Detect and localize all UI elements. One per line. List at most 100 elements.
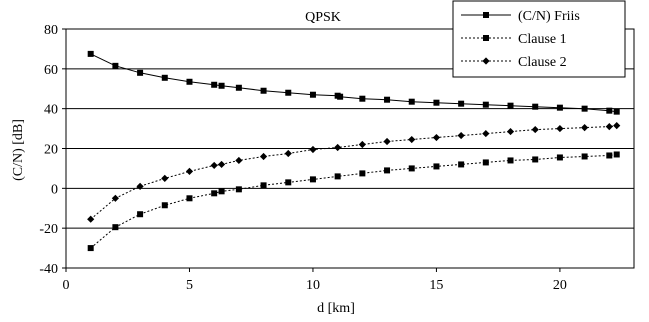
series-0-point-0 (87, 50, 94, 57)
series-0-point-19 (507, 102, 514, 109)
gridlines (66, 68, 634, 229)
legend-label-1: Clause 1 (518, 32, 567, 47)
legend-entry-2: Clause 2 (461, 55, 567, 70)
series-0-point-6 (218, 82, 225, 89)
series-0-point-21 (556, 104, 563, 111)
legend-entries: (C/N) Friis Clause 1 Clause 2 (461, 9, 580, 70)
series-2-point-7 (235, 156, 243, 165)
series-0-point-18 (482, 101, 489, 108)
series-1-point-17 (482, 159, 489, 166)
y-tick-label-0: -40 (39, 262, 58, 277)
series-0-point-16 (433, 99, 440, 106)
y-ticks: -40 -20 0 20 40 60 80 (39, 23, 66, 277)
series-2-point-18 (506, 127, 515, 136)
x-tick-label-3: 15 (429, 278, 443, 293)
series-2-point-12 (358, 140, 366, 149)
series-1-point-22 (606, 152, 613, 159)
series-2-point-0 (87, 215, 95, 223)
series-1-line (90, 154, 617, 249)
x-ticks: 0 5 10 15 20 (63, 268, 567, 293)
series-0-point-5 (211, 81, 218, 88)
series-0-point-23 (606, 107, 613, 114)
series-1-point-19 (532, 156, 539, 163)
series-0-point-2 (137, 69, 144, 76)
series-1-point-21 (581, 153, 588, 160)
y-tick-label-2: 0 (51, 182, 58, 197)
y-tick-label-5: 60 (44, 63, 58, 78)
y-tick-label-1: -20 (39, 222, 58, 237)
series-2-point-16 (457, 131, 465, 140)
series-1-point-0 (87, 245, 94, 252)
legend-marker-2 (482, 57, 490, 65)
series-1-point-12 (359, 170, 366, 177)
series-2-line (90, 125, 617, 220)
series-0-point-17 (458, 100, 465, 107)
x-tick-label-0: 0 (63, 278, 70, 293)
x-tick-label-4: 20 (553, 278, 567, 293)
y-axis-label: (C/N) [dB] (11, 119, 26, 181)
series-1-point-23 (613, 151, 620, 158)
series-2-point-4 (185, 167, 194, 176)
series-1 (87, 151, 620, 252)
series-0-point-7 (235, 84, 242, 91)
series-2-point-15 (432, 133, 441, 142)
series-1-point-7 (235, 186, 242, 193)
series-1-point-8 (260, 182, 267, 189)
series-2-point-17 (482, 129, 490, 138)
series-1-point-10 (309, 176, 316, 183)
y-tick-label-6: 80 (44, 23, 58, 38)
series-0-point-20 (532, 103, 539, 110)
series-0-point-15 (408, 98, 415, 105)
series-1-point-13 (384, 167, 391, 174)
x-axis-label: d [km] (317, 301, 355, 316)
series-2-point-23 (613, 121, 621, 130)
series-0-point-24 (613, 108, 620, 115)
series-0-point-9 (285, 89, 292, 96)
series-1-point-9 (285, 179, 292, 186)
series-1-point-3 (161, 202, 168, 209)
series-1-point-18 (507, 157, 514, 164)
series-1-point-16 (458, 161, 465, 168)
legend-entry-1: Clause 1 (461, 32, 567, 47)
series-2-point-11 (334, 143, 342, 152)
y-tick-label-3: 20 (44, 143, 58, 158)
legend-marker-0 (483, 12, 489, 18)
legend-entry-0: (C/N) Friis (461, 9, 580, 24)
series-1-point-20 (556, 154, 563, 161)
series-2-point-21 (581, 123, 589, 132)
series-0 (87, 50, 620, 115)
series-0-point-10 (309, 91, 316, 98)
series-0-point-3 (161, 74, 168, 81)
series-0-point-13 (359, 95, 366, 102)
series-2-point-6 (217, 160, 226, 169)
legend-marker-1 (483, 35, 489, 41)
series-0-point-14 (384, 96, 391, 103)
series-2-point-5 (210, 161, 218, 170)
series-1-point-4 (186, 195, 193, 202)
series-1-point-15 (433, 163, 440, 170)
legend-box (452, 0, 626, 78)
series-2-point-20 (556, 124, 564, 133)
series-2-point-19 (531, 125, 539, 134)
series-2 (87, 121, 621, 223)
x-tick-label-1: 5 (186, 278, 193, 293)
series-2-point-3 (161, 174, 169, 182)
series-2-point-2 (136, 182, 144, 190)
series-1-point-1 (112, 224, 119, 231)
series-layer (87, 50, 621, 252)
series-2-point-22 (605, 122, 613, 131)
series-2-point-1 (111, 194, 119, 202)
series-2-point-10 (309, 145, 317, 154)
y-tick-label-4: 40 (44, 103, 58, 118)
series-0-point-1 (112, 62, 119, 69)
series-2-point-9 (284, 149, 292, 158)
legend-label-2: Clause 2 (518, 55, 567, 70)
series-0-point-12 (337, 93, 344, 100)
x-tick-label-2: 10 (306, 278, 320, 293)
series-1-point-6 (218, 188, 225, 195)
chart-title: QPSK (305, 10, 341, 25)
series-1-point-2 (137, 211, 144, 218)
series-1-point-5 (211, 190, 218, 197)
series-1-point-14 (408, 165, 415, 172)
